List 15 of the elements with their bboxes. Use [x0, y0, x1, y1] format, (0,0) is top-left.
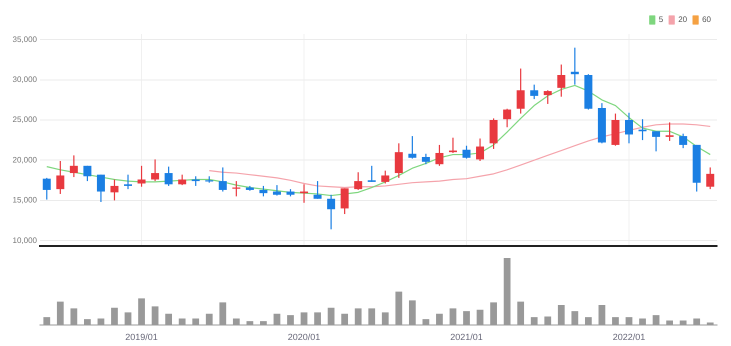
x-tick-label: 2020/01: [288, 332, 320, 342]
legend-label: 60: [702, 15, 712, 24]
y-tick-label: 35,000: [12, 34, 38, 44]
y-tick-label: 10,000: [12, 236, 38, 245]
x-tick-label: 2019/01: [125, 332, 158, 342]
x-tick-label: 2021/01: [450, 332, 483, 342]
legend-label: 20: [678, 15, 688, 24]
candlestick: [368, 166, 376, 182]
y-tick-label: 15,000: [12, 196, 38, 205]
y-tick-label: 20,000: [12, 155, 38, 164]
candlestick: [192, 176, 200, 186]
legend-label: 5: [658, 15, 664, 24]
y-tick-label: 30,000: [12, 75, 38, 84]
x-tick-label: 2022/01: [612, 332, 646, 342]
y-tick-label: 25,000: [12, 115, 38, 124]
